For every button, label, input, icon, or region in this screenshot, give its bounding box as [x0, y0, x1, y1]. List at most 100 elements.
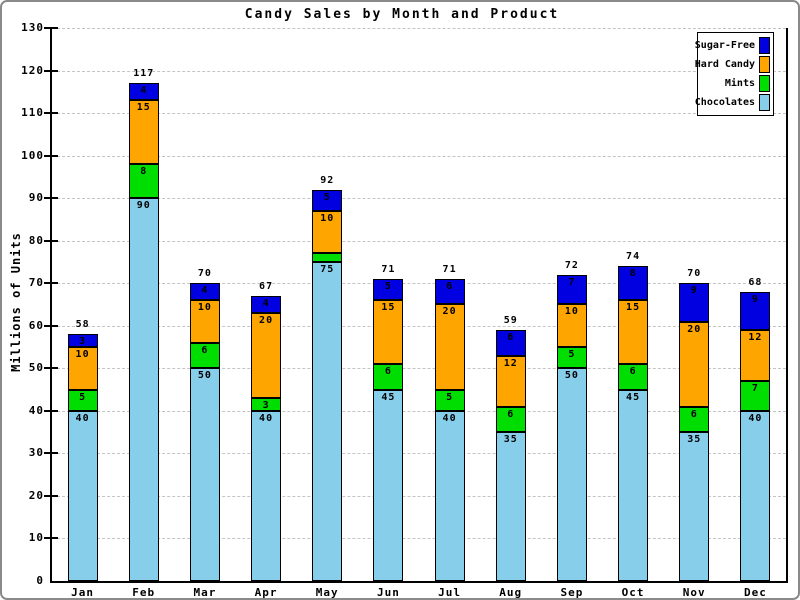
- bar-segment-jun-hard-candy: 15: [373, 300, 404, 364]
- segment-value-label: 9: [690, 285, 698, 296]
- bar-segment-aug-sugar-free: 6: [495, 330, 526, 356]
- x-tick-label-feb: Feb: [132, 586, 156, 599]
- x-tick-label-dec: Dec: [743, 586, 767, 599]
- plot-area: 0 10 20 30 40 50 60 70 80 90 100 110 120 130 40 5 10 3 58 J…: [21, 22, 788, 598]
- bar-segment-apr-mints: 3: [251, 398, 282, 411]
- bar-segment-mar-chocolates: 50: [189, 368, 220, 581]
- bar-segment-may-hard-candy: 10: [312, 211, 343, 253]
- segment-value-label: 6: [201, 345, 209, 356]
- segment-value-label: 7: [568, 277, 576, 288]
- bar-segment-dec-hard-candy: 12: [740, 330, 771, 381]
- x-tick-label-jun: Jun: [376, 586, 400, 599]
- gridline-10: [52, 538, 786, 540]
- legend-item-chocolates: Chocolates: [695, 93, 770, 112]
- segment-value-label: 15: [381, 302, 396, 313]
- legend-label: Hard Candy: [694, 59, 755, 70]
- bar-total-label-dec: 68: [748, 277, 763, 288]
- gridline-130: [52, 28, 786, 29]
- segment-value-label: 12: [503, 358, 518, 369]
- legend-label: Mints: [724, 78, 755, 89]
- segment-value-label: 6: [690, 409, 698, 420]
- legend-label: Chocolates: [694, 97, 755, 108]
- segment-value-label: 10: [564, 306, 579, 317]
- segment-value-label: 35: [687, 434, 702, 445]
- x-tick-label-nov: Nov: [682, 586, 706, 599]
- segment-value-label: 9: [751, 294, 759, 305]
- bar-segment-may-sugar-free: 5: [312, 190, 343, 211]
- bar-total-label-sep: 72: [564, 260, 579, 271]
- bar-segment-jan-sugar-free: 3: [67, 334, 98, 347]
- bar-total-label-jun: 71: [381, 264, 396, 275]
- bar-segment-may-mints: [312, 253, 343, 262]
- gridline-60: [52, 325, 786, 327]
- y-tick-label-80: 80: [28, 233, 44, 247]
- legend-item-hard-candy: Hard Candy: [695, 55, 770, 74]
- bar-segment-mar-hard-candy: 10: [189, 300, 220, 343]
- segment-value-label: 8: [629, 268, 637, 279]
- x-tick-label-sep: Sep: [560, 586, 584, 599]
- segment-value-label: 6: [507, 409, 515, 420]
- y-axis-tick: [44, 154, 58, 157]
- gridline-30: [52, 453, 786, 455]
- bar-total-label-jan: 58: [75, 319, 90, 330]
- y-axis-tick: [44, 537, 58, 540]
- bar-segment-aug-hard-candy: 12: [495, 356, 526, 407]
- y-tick-label-120: 120: [21, 63, 44, 77]
- bar-segment-nov-chocolates: 35: [679, 432, 710, 581]
- segment-value-label: 5: [446, 392, 454, 403]
- legend-swatch-sugar-free: [759, 37, 770, 54]
- segment-value-label: 6: [507, 332, 515, 343]
- bar-segment-may-chocolates: 75: [312, 262, 343, 581]
- bar-segment-jun-sugar-free: 5: [373, 279, 404, 300]
- bar-segment-jan-chocolates: 40: [67, 411, 98, 581]
- legend-item-sugar-free: Sugar-Free: [695, 36, 770, 55]
- bar-total-label-feb: 117: [133, 68, 155, 79]
- segment-value-label: 45: [626, 392, 641, 403]
- bar-segment-feb-mints: 8: [128, 164, 159, 198]
- segment-value-label: 50: [564, 370, 579, 381]
- gridline-80: [52, 240, 786, 242]
- bar-segment-oct-mints: 6: [618, 364, 649, 390]
- segment-value-label: 40: [442, 413, 457, 424]
- gridline-100: [52, 155, 786, 157]
- bar-total-label-jul: 71: [442, 264, 457, 275]
- y-tick-label-0: 0: [36, 574, 44, 587]
- gridline-40: [52, 410, 786, 412]
- segment-value-label: 40: [75, 413, 90, 424]
- segment-value-label: 10: [197, 302, 212, 313]
- y-tick-label-10: 10: [28, 531, 44, 545]
- y-axis-tick: [44, 69, 58, 72]
- legend-swatch-chocolates: [759, 94, 770, 111]
- bar-segment-dec-chocolates: 40: [740, 411, 771, 581]
- bar-total-label-apr: 67: [259, 281, 274, 292]
- segment-value-label: 7: [751, 383, 759, 394]
- gridline-120: [52, 70, 786, 72]
- segment-value-label: 90: [136, 200, 151, 211]
- segment-value-label: 40: [748, 413, 763, 424]
- x-tick-label-jul: Jul: [438, 586, 462, 599]
- segment-value-label: 6: [446, 281, 454, 292]
- bar-segment-sep-sugar-free: 7: [556, 275, 587, 304]
- segment-value-label: 6: [384, 366, 392, 377]
- x-tick-label-may: May: [315, 586, 339, 599]
- segment-value-label: 3: [262, 400, 270, 411]
- y-axis-tick: [44, 409, 58, 412]
- y-tick-label-60: 60: [28, 318, 44, 332]
- gridline-70: [52, 283, 786, 285]
- bar-segment-dec-mints: 7: [740, 381, 771, 411]
- bar-segment-aug-chocolates: 35: [495, 432, 526, 581]
- y-tick-label-130: 130: [21, 21, 44, 34]
- segment-value-label: 10: [75, 349, 90, 360]
- segment-value-label: 5: [568, 349, 576, 360]
- bar-segment-dec-sugar-free: 9: [740, 292, 771, 330]
- y-tick-label-40: 40: [28, 403, 44, 417]
- segment-value-label: 10: [320, 213, 335, 224]
- segment-value-label: 20: [687, 324, 702, 335]
- bar-segment-jul-mints: 5: [434, 390, 465, 411]
- bar-segment-oct-hard-candy: 15: [618, 300, 649, 364]
- segment-value-label: 4: [262, 298, 270, 309]
- y-axis-tick: [44, 112, 58, 115]
- y-tick-label-30: 30: [28, 446, 44, 460]
- segment-value-label: 5: [384, 281, 392, 292]
- bar-segment-feb-sugar-free: 4: [128, 83, 159, 100]
